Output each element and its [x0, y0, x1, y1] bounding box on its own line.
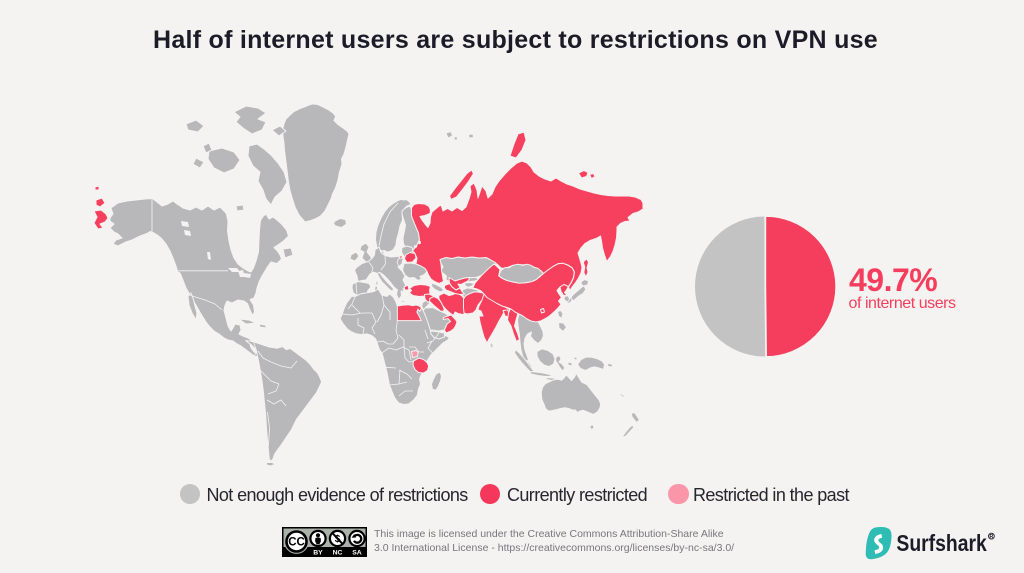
svg-text:BY: BY: [313, 549, 323, 556]
svg-text:SA: SA: [352, 549, 362, 556]
svg-text:CC: CC: [288, 536, 305, 548]
svg-text:NC: NC: [333, 549, 343, 556]
svg-text:R: R: [989, 534, 993, 540]
svg-text:Surfshark: Surfshark: [896, 530, 986, 556]
